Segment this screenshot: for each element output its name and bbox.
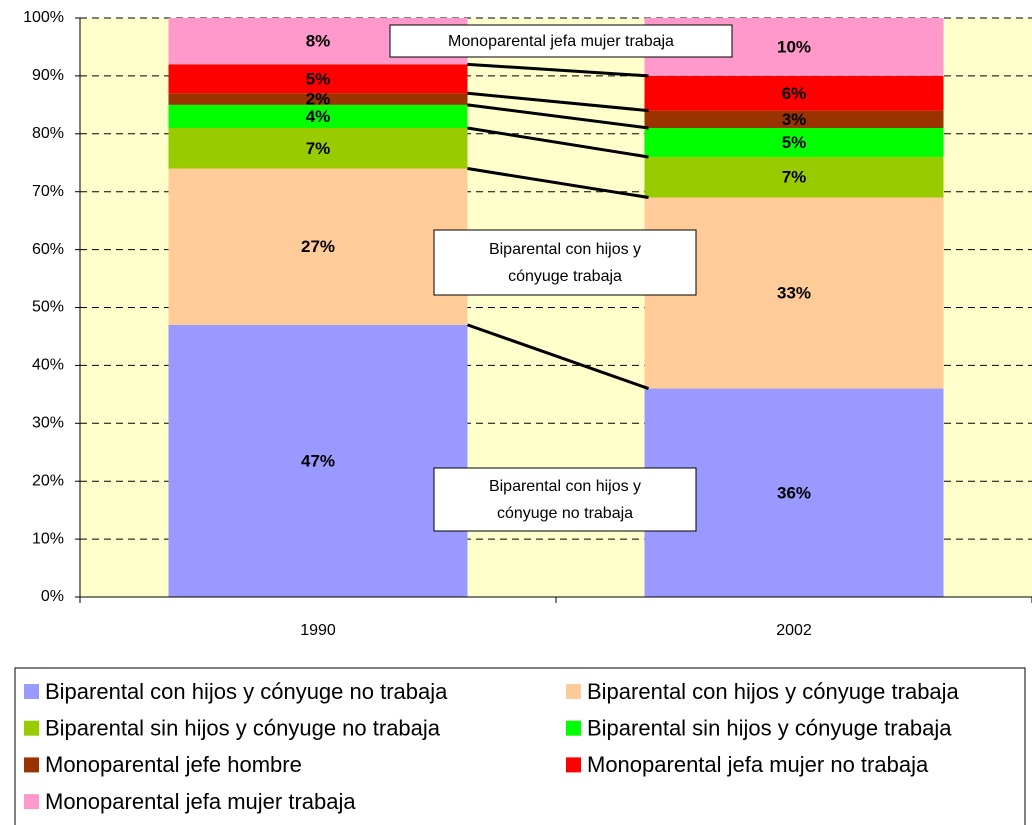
annotation-text: cónyuge trabaja bbox=[508, 268, 622, 285]
value-label: 7% bbox=[782, 168, 807, 187]
bar-segment bbox=[168, 128, 468, 169]
legend-swatch bbox=[566, 757, 581, 773]
y-tick-label: 80% bbox=[32, 125, 64, 142]
value-label: 8% bbox=[306, 32, 331, 51]
legend-label: Biparental sin hijos y cónyuge trabaja bbox=[587, 716, 952, 741]
legend-label: Monoparental jefe hombre bbox=[45, 752, 302, 777]
bar-segment bbox=[644, 156, 944, 198]
value-label: 7% bbox=[306, 139, 331, 158]
value-label: 5% bbox=[306, 69, 331, 88]
bar-segment bbox=[168, 64, 468, 94]
legend-swatch bbox=[24, 757, 39, 773]
value-label: 3% bbox=[782, 110, 807, 129]
y-tick-label: 30% bbox=[32, 415, 64, 432]
y-tick-label: 40% bbox=[32, 357, 64, 374]
bar-segment bbox=[644, 128, 944, 157]
y-tick-label: 10% bbox=[32, 530, 64, 547]
connector-line bbox=[467, 126, 649, 159]
connector-line bbox=[467, 91, 649, 113]
connector-line bbox=[467, 103, 649, 130]
legend-label: Biparental sin hijos y cónyuge no trabaj… bbox=[45, 716, 441, 741]
y-tick-label: 90% bbox=[32, 67, 64, 84]
annotation-text: Biparental con hijos y bbox=[489, 478, 641, 495]
legend-box bbox=[14, 667, 1026, 825]
y-tick-label: 50% bbox=[32, 299, 64, 316]
annotation-box bbox=[433, 229, 697, 296]
bar-segment bbox=[644, 110, 944, 129]
value-label: 10% bbox=[777, 37, 811, 56]
value-label: 27% bbox=[301, 237, 335, 256]
legend-swatch bbox=[566, 720, 581, 736]
y-tick-label: 70% bbox=[32, 183, 64, 200]
bar-segment bbox=[644, 75, 944, 111]
value-label: 4% bbox=[306, 107, 331, 126]
y-tick-label: 20% bbox=[32, 472, 64, 489]
y-tick-label: 0% bbox=[41, 588, 64, 605]
annotation-box bbox=[433, 467, 697, 532]
legend-swatch bbox=[24, 684, 39, 699]
annotation-text: Monoparental jefa mujer trabaja bbox=[448, 33, 674, 50]
legend-label: Biparental con hijos y cónyuge no trabaj… bbox=[45, 679, 448, 704]
connector-line bbox=[467, 167, 649, 199]
bar-segment bbox=[168, 104, 468, 129]
value-label: 2% bbox=[306, 90, 331, 109]
value-label: 5% bbox=[782, 133, 807, 152]
connector-line bbox=[467, 62, 649, 78]
value-label: 6% bbox=[782, 84, 807, 103]
legend-swatch bbox=[24, 794, 39, 810]
legend-label: Monoparental jefa mujer no trabaja bbox=[587, 752, 929, 777]
value-label: 47% bbox=[301, 451, 335, 470]
legend-label: Monoparental jefa mujer trabaja bbox=[45, 789, 356, 814]
x-tick-label: 1990 bbox=[300, 622, 336, 639]
value-label: 33% bbox=[777, 284, 811, 303]
bar-segment bbox=[168, 93, 468, 105]
legend-swatch bbox=[566, 684, 581, 699]
bar-segment bbox=[168, 168, 468, 325]
legend-label: Biparental con hijos y cónyuge trabaja bbox=[587, 679, 960, 704]
annotation-box bbox=[389, 24, 733, 58]
x-tick-label: 2002 bbox=[776, 622, 812, 639]
value-label: 36% bbox=[777, 483, 811, 502]
y-tick-label: 100% bbox=[23, 9, 64, 26]
annotation-text: Biparental con hijos y bbox=[489, 241, 641, 258]
connector-line bbox=[467, 323, 649, 390]
annotation-text: cónyuge no trabaja bbox=[497, 505, 633, 522]
bar-segment bbox=[168, 324, 468, 597]
y-tick-label: 60% bbox=[32, 241, 64, 258]
legend-swatch bbox=[24, 720, 39, 736]
